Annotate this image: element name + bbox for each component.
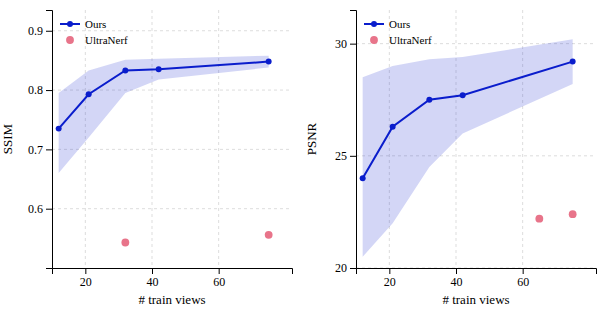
band [59,56,269,173]
grid [356,10,596,268]
line-marker [266,59,272,65]
legend: Ours UltraNerf [364,18,432,46]
y-grid-line [52,208,292,209]
scatter-point [535,215,543,223]
y-tick-mark [46,149,52,150]
plot-area [56,56,273,247]
line-marker [360,175,366,181]
figure: 20 40 60 0.6 0.7 0.8 0.9 # train views SSIM Ours U… [0,0,608,312]
x-tick: 20 [80,268,92,289]
legend: Ours UltraNerf [60,18,128,46]
legend-item: UltraNerf [370,34,432,46]
x-axis-title: # train views [138,292,205,307]
y-tick: 0.8 [28,83,52,97]
line-marker [570,59,576,65]
legend-label: UltraNerf [389,34,432,46]
x-tick-mark [85,268,86,274]
y-tick-mark [350,268,356,269]
y-axis: 0.6 0.7 0.8 0.9 [28,11,53,269]
line-marker [122,68,128,74]
y-axis-line [46,11,53,269]
y-tick-label: 30 [335,37,347,51]
legend-item: Ours [60,18,106,30]
x-tick-mark [152,268,153,274]
x-tick-label: 40 [451,275,463,289]
y-tick: 0.7 [28,143,52,157]
x-tick-label: 60 [213,275,225,289]
y-tick-mark [350,156,356,157]
line-marker [390,124,396,130]
y-tick-mark [46,31,52,32]
scatter-point [569,210,577,218]
y-tick: 20 [335,261,356,275]
x-tick-mark [523,268,524,274]
y-tick: 30 [335,37,356,51]
y-tick-label: 25 [335,149,347,163]
x-tick-label: 40 [147,275,159,289]
y-tick: 0.6 [28,202,52,216]
x-tick-label: 20 [384,275,396,289]
line-marker [460,92,466,98]
y-tick-label: 0.8 [28,83,43,97]
legend-swatch-marker [370,36,378,44]
y-tick-mark [350,44,356,45]
line-marker [86,91,92,97]
x-grid-line [218,10,219,268]
x-grid-line [152,10,153,268]
panel: 20 40 60 20 25 30 # train views PSNR Ours UltraNe… [304,10,597,307]
x-tick-label: 60 [517,275,529,289]
x-tick: 40 [451,268,463,289]
panel: 20 40 60 0.6 0.7 0.8 0.9 # train views SSIM Ours U… [0,10,293,307]
y-tick-mark [46,90,52,91]
x-tick-mark [389,268,390,274]
y-tick-label: 0.7 [28,143,43,157]
legend-label: Ours [85,18,106,30]
x-axis-line [357,269,597,275]
line-marker [426,97,432,103]
x-tick-mark [219,268,220,274]
x-tick-mark [456,268,457,274]
scatter-point [265,231,273,239]
y-tick-label: 0.9 [28,24,43,38]
legend-item: UltraNerf [66,34,128,46]
scatter-point [121,239,129,247]
x-axis: 20 40 60 [53,268,293,289]
y-tick: 0.9 [28,24,52,38]
line-marker [156,66,162,72]
y-axis-title: SSIM [0,123,15,154]
y-grid-line [52,30,292,31]
y-tick-mark [46,209,52,210]
legend-swatch-marker [66,36,74,44]
legend-label: UltraNerf [85,34,128,46]
y-tick-label: 20 [335,261,347,275]
grid [52,10,292,268]
series-line [363,62,573,179]
y-axis-title: PSNR [304,122,319,155]
x-tick-label: 20 [80,275,92,289]
x-tick: 40 [147,268,159,289]
x-axis-line [53,269,293,275]
y-tick-label: 0.6 [28,202,43,216]
legend-item: Ours [364,18,410,30]
y-axis-line [350,11,357,269]
legend-label: Ours [389,18,410,30]
band [363,39,573,257]
y-tick: 25 [335,149,356,163]
legend-swatch-marker [371,21,377,27]
line-marker [56,126,62,132]
x-tick: 60 [213,268,225,289]
y-axis: 20 25 30 [335,11,357,276]
plot-area [360,39,577,257]
y-grid-line [52,149,292,150]
legend-swatch-marker [67,21,73,27]
series-line [59,62,269,129]
x-tick: 20 [384,268,396,289]
x-axis-title: # train views [442,292,509,307]
x-tick: 60 [517,268,529,289]
x-axis: 20 40 60 [357,268,597,289]
